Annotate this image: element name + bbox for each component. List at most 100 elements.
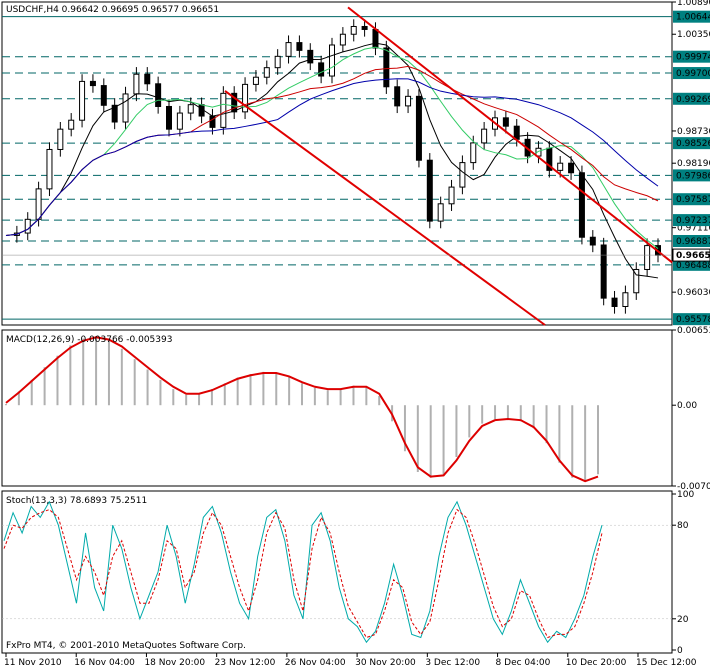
x-tick-label: 23 Nov 12:00 bbox=[215, 658, 276, 668]
stoch-main-line bbox=[3, 500, 603, 644]
level-label: 0.95578 bbox=[676, 315, 710, 325]
macd-panel-title: MACD(12,26,9) -0.003766 -0.005393 bbox=[6, 335, 172, 345]
level-label-bg bbox=[673, 258, 710, 271]
level-label-bg bbox=[673, 234, 710, 247]
price-y-tick-label: 0.96030 bbox=[677, 288, 710, 298]
candle-body bbox=[57, 128, 64, 150]
candle-body bbox=[589, 236, 596, 246]
x-tick-label: 30 Nov 20:00 bbox=[355, 658, 416, 668]
price-y-tick-label: 1.00890 bbox=[677, 0, 710, 8]
candle-body bbox=[242, 83, 249, 113]
channel-lower-line bbox=[224, 90, 546, 326]
candle-body bbox=[111, 104, 118, 123]
level-label-bg bbox=[673, 92, 710, 105]
current-price-label: 0.96651 bbox=[676, 251, 710, 261]
candle-body bbox=[166, 105, 172, 130]
candle-body bbox=[405, 95, 412, 107]
candle-body bbox=[220, 92, 227, 128]
candle-body bbox=[79, 80, 86, 121]
candle-body bbox=[285, 42, 292, 57]
level-label: 0.97587 bbox=[676, 195, 710, 205]
level-label: 1.00644 bbox=[676, 13, 710, 23]
candle-body bbox=[339, 33, 346, 46]
level-label: 0.97986 bbox=[676, 171, 710, 181]
level-label-bg bbox=[673, 214, 710, 227]
level-label-bg bbox=[673, 313, 710, 326]
level-label: 0.96488 bbox=[676, 261, 710, 271]
macd-y-tick-label: -0.007020 bbox=[677, 482, 710, 492]
x-tick-label: 16 Nov 04:00 bbox=[74, 658, 135, 668]
candle-body bbox=[361, 25, 368, 30]
stoch-signal-line bbox=[3, 508, 603, 639]
candle-body bbox=[350, 25, 357, 35]
candle-body bbox=[176, 112, 183, 130]
candle-body bbox=[394, 86, 401, 107]
macd-panel-frame bbox=[1, 329, 673, 487]
candle-body bbox=[100, 85, 107, 106]
stoch-y-tick-label: 0 bbox=[677, 646, 683, 656]
candle-body bbox=[263, 67, 270, 78]
x-tick-label: 3 Dec 12:00 bbox=[425, 658, 480, 668]
level-label-bg bbox=[673, 137, 710, 150]
candle-body bbox=[252, 76, 259, 85]
level-label: 0.99700 bbox=[676, 69, 710, 79]
x-tick-label: 15 Dec 12:00 bbox=[636, 658, 697, 668]
candle-body bbox=[231, 92, 238, 113]
candle-body bbox=[133, 73, 140, 95]
candle-body bbox=[383, 47, 390, 88]
x-tick-label: 26 Nov 04:00 bbox=[285, 658, 346, 668]
candle-body bbox=[622, 292, 629, 307]
level-label-bg bbox=[673, 67, 710, 80]
candle-body bbox=[644, 245, 651, 270]
candle-body bbox=[600, 244, 607, 299]
macd-y-tick-label: 0.00 bbox=[677, 401, 697, 411]
level-label: 0.99269 bbox=[676, 95, 710, 105]
candle-body bbox=[448, 186, 455, 205]
candle-body bbox=[187, 104, 194, 114]
candle-body bbox=[35, 188, 42, 220]
macd-signal-line bbox=[5, 336, 599, 483]
candle-body bbox=[426, 159, 433, 222]
candle-body bbox=[296, 42, 303, 51]
candle-body bbox=[155, 83, 162, 107]
level-label-bg bbox=[673, 10, 710, 23]
candle-body bbox=[470, 142, 477, 164]
level-label-bg bbox=[673, 193, 710, 206]
candle-body bbox=[318, 62, 325, 77]
candle-body bbox=[611, 297, 618, 307]
candle-body bbox=[568, 162, 575, 174]
candle-body bbox=[274, 55, 281, 69]
candle-body bbox=[437, 203, 444, 222]
candle-body bbox=[46, 148, 53, 190]
candle-body bbox=[24, 218, 31, 234]
level-label: 0.99974 bbox=[676, 53, 710, 63]
candle-body bbox=[481, 128, 488, 144]
channel-upper-line bbox=[347, 6, 673, 264]
x-tick-label: 8 Dec 04:00 bbox=[496, 658, 551, 668]
candle-body bbox=[415, 95, 422, 161]
level-label-bg bbox=[673, 169, 710, 182]
stoch-panel-title: Stoch(13,3,3) 78.6893 75.2511 bbox=[6, 496, 147, 506]
candle-body bbox=[459, 162, 466, 188]
candle-body bbox=[329, 44, 335, 77]
candle-body bbox=[68, 119, 75, 130]
stoch-panel-frame bbox=[1, 490, 673, 654]
macd-y-tick-label: 0.006534 bbox=[677, 326, 710, 336]
ma-black-line bbox=[5, 42, 659, 279]
x-tick-label: 11 Nov 2010 bbox=[4, 658, 62, 668]
current-price-bg bbox=[672, 248, 710, 262]
candle-body bbox=[633, 268, 640, 294]
candle-body bbox=[307, 49, 314, 64]
ma-blue-line bbox=[5, 78, 659, 236]
candle-body bbox=[557, 162, 564, 171]
level-label: 0.98526 bbox=[676, 139, 710, 149]
candle-body bbox=[578, 172, 585, 238]
stoch-y-tick-label: 20 bbox=[677, 615, 689, 625]
x-tick-label: 10 Dec 20:00 bbox=[566, 658, 627, 668]
ma-green-line bbox=[5, 46, 659, 249]
